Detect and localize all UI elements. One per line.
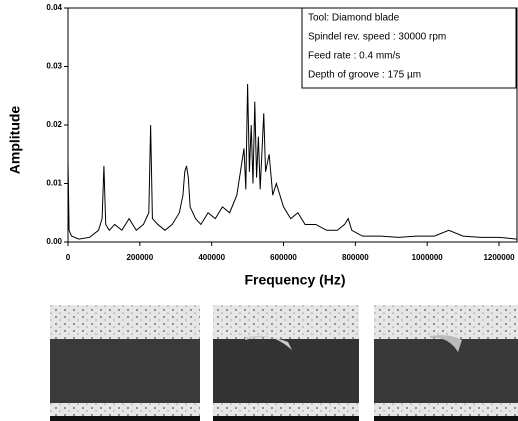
annotation: Depth of groove : 175 µm (308, 70, 421, 81)
y-tick-label: 0.00 (46, 237, 62, 246)
annotation: Tool: Diamond blade (308, 13, 400, 24)
photo-3 (374, 305, 518, 421)
spectrum-line (67, 84, 518, 240)
y-axis-title: Amplitude (7, 106, 23, 175)
x-tick-label: 1000000 (412, 253, 444, 262)
y-tick-label: 0.04 (46, 3, 62, 12)
x-tick-label: 400000 (198, 253, 225, 262)
photo-1 (50, 305, 200, 421)
x-tick-label: 200000 (126, 253, 153, 262)
x-tick-label: 800000 (342, 253, 369, 262)
x-tick-label: 600000 (270, 253, 297, 262)
y-tick-label: 0.01 (46, 179, 62, 188)
y-tick-label: 0.02 (46, 120, 62, 129)
x-tick-label: 1200000 (483, 253, 515, 262)
annotation: Spindel rev. speed : 30000 rpm (308, 32, 446, 43)
y-tick-label: 0.03 (46, 62, 62, 71)
x-tick-label: 0 (66, 253, 71, 262)
annotation: Feed rate : 0.4 mm/s (308, 51, 400, 62)
x-axis-title: Frequency (Hz) (244, 272, 345, 288)
annotation-box (301, 7, 517, 89)
photo-2 (213, 305, 359, 421)
